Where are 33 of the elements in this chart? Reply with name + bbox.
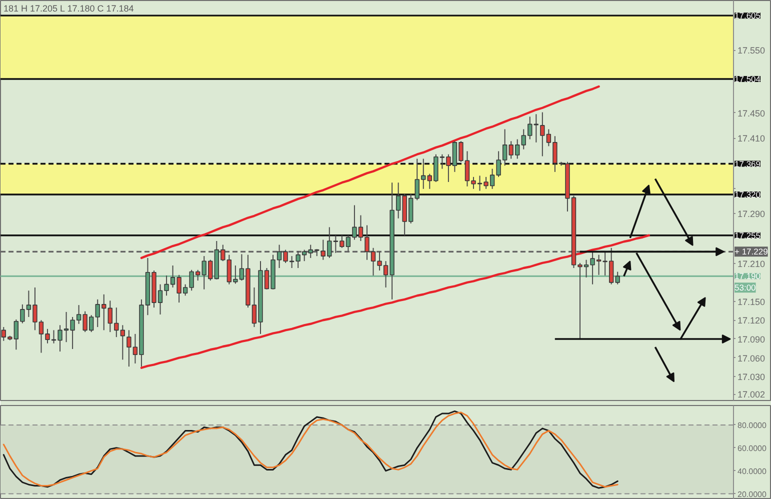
y-tick-label: 17.150 <box>738 296 766 307</box>
y-tick-label: 17.002 <box>738 390 766 400</box>
ref-line-label: 17.369 <box>734 158 761 169</box>
y-tick-label: 17.550 <box>738 46 766 56</box>
ref-line-label: 17.190 <box>734 271 761 282</box>
candlestick <box>120 324 126 360</box>
y-tick-label: 17.210 <box>738 259 766 270</box>
y-tick-label: 17.290 <box>738 208 766 219</box>
y-tick-label: 17.090 <box>738 334 766 344</box>
y-tick-label: 17.410 <box>738 134 766 144</box>
y-tick-label: 40.0000 <box>738 466 767 476</box>
y-tick-label: 20.0000 <box>738 490 767 499</box>
ref-line-label: + 17.229 <box>734 246 768 257</box>
ref-line-label: 17.605 <box>734 10 761 21</box>
candlestick <box>528 116 532 140</box>
y-tick-label: 17.120 <box>738 316 766 326</box>
y-tick-label: 17.450 <box>738 108 766 118</box>
candlestick <box>421 158 426 190</box>
ref-line-label: 17.320 <box>734 190 761 200</box>
text: 53:00 <box>734 282 756 293</box>
line-series <box>140 85 600 260</box>
y-tick-label: 80.0000 <box>738 420 767 430</box>
candlestick <box>552 136 558 172</box>
annotation: 181 H 17.205 L 17.180 C 17.184 <box>4 4 134 14</box>
y-tick-label: 17.030 <box>738 372 766 382</box>
ref-line-label: 17.504 <box>734 74 761 84</box>
candlestick <box>521 128 526 150</box>
candlestick <box>615 271 620 285</box>
candlestick <box>414 158 420 201</box>
y-tick-label: 60.0000 <box>738 444 767 453</box>
line-series <box>140 234 650 369</box>
ref-line-label: 17.255 <box>734 230 761 240</box>
y-tick-label: 17.060 <box>738 353 766 364</box>
